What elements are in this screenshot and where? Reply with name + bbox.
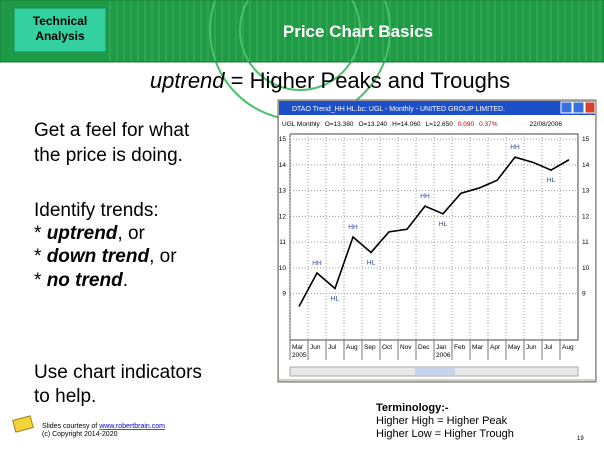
bullet-tail: , or bbox=[117, 223, 145, 244]
body-line: Use chart indicators bbox=[34, 362, 202, 383]
subtitle-rest: = Higher Peaks and Troughs bbox=[225, 68, 511, 93]
badge bbox=[13, 7, 107, 53]
footer-link[interactable]: www.robertbrain.com bbox=[98, 423, 165, 430]
y-tick-label-right: 15 bbox=[582, 136, 590, 143]
badge-text: Technical bbox=[33, 14, 87, 28]
window-titlebar bbox=[279, 101, 595, 115]
y-tick-label: 10 bbox=[279, 265, 287, 272]
window-button[interactable] bbox=[560, 101, 573, 114]
y-tick-label-right: 12 bbox=[582, 213, 590, 220]
bullet-tail: . bbox=[123, 270, 128, 291]
info-item: O=13.240 bbox=[358, 121, 387, 128]
bullet-mark: * bbox=[34, 223, 47, 244]
header-border bbox=[0, 0, 604, 63]
x-tick-label: Oct bbox=[382, 344, 392, 351]
info-item: 0.090 bbox=[458, 121, 475, 128]
x-tick-label: Nov bbox=[400, 344, 412, 351]
y-tick-label-right: 14 bbox=[582, 162, 590, 169]
bullet-tail: , or bbox=[149, 246, 177, 267]
x-tick-label: Jun bbox=[526, 344, 537, 351]
header-arc bbox=[239, 0, 361, 91]
bullet-term: uptrend bbox=[47, 223, 118, 244]
y-tick-label-right: 13 bbox=[582, 188, 590, 195]
x-tick-label: Aug bbox=[562, 344, 574, 351]
x-tick-label: Jan bbox=[436, 344, 447, 351]
y-tick-label: 15 bbox=[279, 136, 287, 143]
x-tick-label: May bbox=[508, 344, 521, 351]
annotation: HL bbox=[547, 177, 556, 184]
annotation: HL bbox=[439, 221, 448, 228]
y-tick-label-right: 11 bbox=[582, 239, 589, 246]
x-tick-label: Jul bbox=[544, 344, 553, 351]
y-tick-label: 14 bbox=[279, 162, 287, 169]
bullet: * uptrend, or bbox=[34, 223, 146, 244]
bullet: * no trend. bbox=[34, 270, 128, 291]
annotation: HL bbox=[331, 296, 340, 303]
badge-text: Analysis bbox=[35, 29, 85, 43]
terminology-heading: Terminology:- bbox=[376, 402, 449, 414]
y-tick-label-right: 10 bbox=[582, 265, 590, 272]
logo-icon bbox=[12, 415, 34, 433]
plot: 9 9 10 10 11 11 12 12 13 13 14 14 15 15 Mar Jun Jul Aug Se… bbox=[279, 134, 590, 360]
year-label: 2006 bbox=[436, 352, 451, 359]
x-tick-label: Jul bbox=[328, 344, 337, 351]
x-tick-label: Jun bbox=[310, 344, 321, 351]
y-tick-label: 12 bbox=[279, 213, 287, 220]
price-line bbox=[298, 156, 570, 307]
body-line: to help. bbox=[34, 386, 96, 407]
x-tick-label: Dec bbox=[418, 344, 430, 351]
y-tick-label: 13 bbox=[279, 188, 287, 195]
subtitle-emphasis: uptrend bbox=[150, 68, 225, 93]
y-tick-label-right: 9 bbox=[582, 291, 586, 298]
info-date: 22/08/2006 bbox=[529, 121, 562, 128]
x-tick-label: Apr bbox=[490, 344, 501, 351]
slide-title: Price Chart Basics bbox=[283, 22, 433, 41]
body-line: Identify trends: bbox=[34, 200, 159, 221]
y-tick-label: 9 bbox=[282, 291, 286, 298]
annotation: HH bbox=[420, 193, 430, 200]
annotation: HH bbox=[312, 260, 322, 267]
info-item: 0.37% bbox=[479, 121, 498, 128]
annotation: HL bbox=[367, 259, 376, 266]
subtitle: uptrend = Higher Peaks and Troughs bbox=[150, 68, 510, 93]
x-tick-label: Feb bbox=[454, 344, 466, 351]
window-title: DTAO Trend_HH HL.bc: UGL - Monthly - UNI… bbox=[292, 106, 505, 113]
bullet-mark: * bbox=[34, 246, 47, 267]
footer-credit: Slides courtesy of www.robertbrain.com bbox=[42, 423, 165, 430]
x-tick-label: Sep bbox=[364, 344, 376, 351]
terminology-line: Higher Low = Higher Trough bbox=[376, 428, 514, 440]
annotation: HH bbox=[348, 224, 358, 231]
body: Get a feel for what the price is doing. … bbox=[34, 120, 202, 407]
info-item: L=12.650 bbox=[426, 121, 454, 128]
year-label: 2005 bbox=[292, 352, 307, 359]
annotation: HH bbox=[510, 144, 520, 151]
x-tick-label: Mar bbox=[472, 344, 484, 351]
y-tick-label: 11 bbox=[279, 239, 286, 246]
info-item: UGL Monthly bbox=[282, 121, 320, 128]
bullet-mark: * bbox=[34, 270, 47, 291]
info-item: O=13.380 bbox=[325, 121, 354, 128]
bullet-term: down trend bbox=[47, 246, 150, 267]
window-close[interactable] bbox=[584, 101, 596, 114]
body-line: the price is doing. bbox=[34, 145, 183, 166]
page-number: 19 bbox=[577, 436, 584, 442]
body-line: Get a feel for what bbox=[34, 120, 190, 141]
footer-copyright: (c) Copyright 2014-2020 bbox=[42, 431, 118, 438]
bullet: * down trend, or bbox=[34, 246, 177, 267]
footer-courtesy: Slides courtesy of bbox=[42, 423, 99, 430]
x-tick-label: Mar bbox=[292, 344, 304, 351]
scroll-thumb[interactable] bbox=[415, 368, 455, 375]
window-button[interactable] bbox=[572, 101, 585, 114]
header-stripes bbox=[109, 0, 601, 62]
info-item: H=14.060 bbox=[392, 121, 421, 128]
info-bar: UGL Monthly O=13.380 O=13.240 H=14.060 L=12.… bbox=[282, 121, 562, 128]
terminology-line: Higher High = Higher Peak bbox=[376, 415, 508, 427]
bullet-term: no trend bbox=[47, 270, 123, 291]
x-tick-label: Aug bbox=[346, 344, 358, 351]
